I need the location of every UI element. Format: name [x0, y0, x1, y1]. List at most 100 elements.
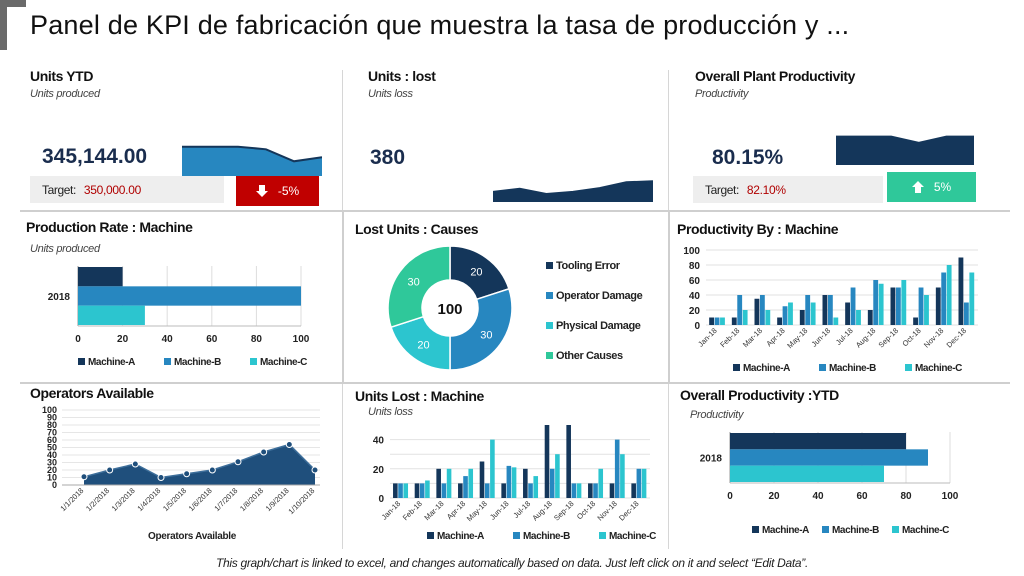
slice-label: 30 [480, 329, 492, 341]
area-line [83, 443, 316, 479]
corner-accent [0, 0, 26, 7]
corner-accent [0, 0, 7, 50]
divider [342, 212, 344, 382]
bar [935, 287, 941, 325]
legend-swatch [752, 526, 759, 533]
arrow-up-icon [911, 181, 924, 193]
category-label: Jun-18 [488, 499, 511, 522]
legend-swatch [546, 322, 553, 329]
bar [730, 449, 928, 466]
bar [878, 283, 884, 325]
change-badge: -5% [236, 176, 319, 206]
tick-label: 40 [689, 291, 701, 302]
bar [641, 468, 647, 498]
area-fill [84, 444, 315, 485]
sparkline-area [182, 146, 322, 176]
bar [631, 483, 636, 498]
legend-swatch [546, 352, 553, 359]
bar [754, 298, 760, 325]
bar [78, 286, 301, 306]
sparkline-area [493, 181, 653, 202]
bar [890, 287, 896, 325]
data-point [208, 466, 216, 474]
category-label: Mar-18 [741, 326, 764, 349]
bar [555, 454, 560, 498]
tick-label: 0 [52, 480, 57, 490]
legend-label: Tooling Error [556, 260, 621, 272]
tick-label: 40 [162, 334, 174, 345]
bar [566, 425, 571, 498]
bar [593, 483, 598, 498]
change-badge: 5% [887, 172, 976, 202]
legend-swatch [164, 358, 171, 365]
category-label: Nov-18 [922, 326, 945, 349]
legend-swatch [78, 358, 85, 365]
operators-chart: 01020304050607080901001/1/20181/2/20181/… [42, 405, 320, 542]
category-label: 1/5/2018 [161, 486, 188, 513]
legend-label: Physical Damage [556, 320, 641, 332]
bar [742, 310, 748, 325]
bar [810, 302, 816, 325]
divider [668, 70, 669, 210]
bar [463, 476, 468, 498]
bar [873, 280, 879, 325]
tick-label: 80 [689, 261, 701, 272]
category-label: Feb-18 [401, 499, 424, 522]
tick-label: 40 [373, 436, 385, 447]
legend-label: Machine-B [829, 363, 876, 374]
bar [533, 476, 539, 498]
slice-label: 20 [417, 339, 429, 351]
bar [924, 295, 929, 325]
tick-label: 20 [768, 491, 780, 502]
footer-note: This graph/chart is linked to excel, and… [215, 556, 809, 570]
divider [342, 70, 343, 210]
slice-label: 30 [407, 277, 419, 289]
legend-swatch [546, 262, 553, 269]
kpi-title: Units : lost [368, 68, 436, 84]
legend-swatch [892, 526, 899, 533]
legend-swatch [905, 364, 912, 371]
target-label: Target: [42, 182, 76, 197]
data-point [106, 466, 114, 474]
category-label: 1/7/2018 [212, 486, 239, 513]
tick-label: 50 [47, 443, 57, 453]
divider [342, 384, 343, 549]
legend-swatch [822, 526, 829, 533]
axis-title: Operators Available [148, 531, 237, 542]
category-label: 1/1/2018 [58, 486, 85, 513]
units-ytd-sparkline [182, 145, 322, 176]
kpi-value: 345,144.00 [42, 145, 148, 168]
change-value: -5% [277, 184, 300, 198]
kpi-title: Units YTD [30, 68, 94, 84]
bar [941, 272, 947, 325]
bar [571, 483, 577, 498]
sparkline-line [182, 145, 322, 163]
legend-label: Operator Damage [556, 290, 643, 302]
kpi-subtitle: Productivity [695, 88, 749, 100]
bar [78, 267, 123, 287]
category-label: 1/3/2018 [110, 486, 137, 513]
bar [549, 468, 555, 498]
bar [425, 480, 430, 498]
tick-label: 20 [373, 465, 385, 476]
bar [918, 287, 924, 325]
bar [446, 468, 452, 498]
category-label: Aug-18 [530, 499, 553, 522]
divider [668, 384, 669, 549]
data-point [260, 448, 268, 456]
bar [490, 439, 495, 498]
kpi-subtitle: Units loss [368, 88, 413, 100]
donut-slice [387, 245, 451, 329]
bar [895, 287, 901, 325]
bar [501, 483, 506, 498]
target-value: 82.10% [746, 182, 786, 197]
category-label: Feb-18 [718, 326, 741, 349]
legend-swatch [733, 364, 740, 371]
bar [913, 317, 919, 325]
bar [759, 295, 765, 325]
sparkline-area [836, 136, 974, 165]
target-label: Target: [705, 182, 739, 197]
bar [958, 257, 964, 325]
